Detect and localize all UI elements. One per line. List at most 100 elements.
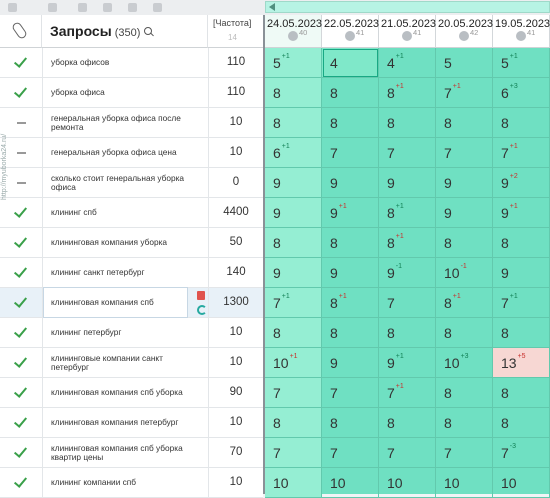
table-row[interactable]: клининговая компания спб уборка 90 [0,378,263,408]
position-cell[interactable]: 9+1 [379,348,436,378]
position-cell[interactable]: 9 [322,168,379,198]
paperclip-icon[interactable] [10,20,29,41]
table-row[interactable]: клининг спб 4400 [0,198,263,228]
table-row[interactable]: уборка офиса 110 [0,78,263,108]
position-cell[interactable]: 8 [265,78,322,108]
checkmark-icon[interactable] [13,414,28,428]
table-row[interactable]: клининг санкт петербург 140 [0,258,263,288]
table-row[interactable]: клининговая компания петербург 10 [0,408,263,438]
checkmark-icon[interactable] [13,444,28,458]
toolbar-icon[interactable] [48,3,57,12]
position-cell[interactable]: 8 [379,108,436,138]
checkmark-icon[interactable] [13,84,28,98]
position-cell[interactable]: 9-1 [379,258,436,288]
scroll-left-arrow-icon[interactable] [269,3,275,11]
position-cell[interactable]: 5+1 [493,48,550,78]
checkmark-icon[interactable] [13,384,28,398]
checkmark-icon[interactable] [13,204,28,218]
table-row[interactable]: сколько стоит генеральная уборка офиса 0 [0,168,263,198]
position-cell[interactable]: 7 [436,138,493,168]
table-row[interactable]: клининговые компании санкт петербург 10 [0,348,263,378]
position-cell[interactable]: 8 [379,318,436,348]
checkmark-icon[interactable] [13,234,28,248]
table-row[interactable]: генеральная уборка офиса после ремонта 10 [0,108,263,138]
toolbar-icon[interactable] [128,3,137,12]
date-column-header[interactable]: 22.05.2023 41 [322,15,379,48]
table-row[interactable]: клининговая компания спб 1300 [0,287,263,318]
position-cell[interactable]: 7 [322,378,379,408]
table-row[interactable]: клининговая компания спб уборка квартир … [0,438,263,468]
position-cell[interactable]: 6+3 [493,78,550,108]
date-column-header[interactable]: 19.05.2023 41 [493,15,550,48]
trash-icon[interactable] [197,291,205,300]
position-cell[interactable]: 9 [322,258,379,288]
position-cell[interactable]: 7+1 [379,378,436,408]
refresh-icon[interactable] [197,305,207,315]
position-cell[interactable]: 9+1 [493,198,550,228]
dash-icon[interactable] [17,182,26,184]
position-cell[interactable]: 9 [265,168,322,198]
toolbar-icon[interactable] [153,3,162,12]
position-cell[interactable]: 8 [436,378,493,408]
position-cell[interactable]: 8 [265,318,322,348]
dash-icon[interactable] [17,122,26,124]
position-cell[interactable]: 8+1 [436,288,493,318]
position-cell[interactable]: 7 [379,438,436,468]
position-cell[interactable]: 7+1 [493,138,550,168]
checkmark-icon[interactable] [13,54,28,68]
position-cell[interactable]: 13+5 [493,348,550,378]
position-cell[interactable]: 7 [265,378,322,408]
panel-divider[interactable] [263,15,265,494]
checkmark-icon[interactable] [13,354,28,368]
position-cell[interactable]: 10-1 [436,258,493,288]
checkmark-icon[interactable] [13,324,28,338]
position-cell[interactable]: 8 [322,408,379,438]
checkmark-icon[interactable] [13,264,28,278]
position-cell[interactable]: 7 [322,438,379,468]
toolbar-icon[interactable] [8,3,17,12]
position-cell[interactable]: 8+1 [379,198,436,228]
position-cell[interactable]: 8 [493,408,550,438]
position-cell[interactable]: 9 [265,198,322,228]
dash-icon[interactable] [17,152,26,154]
date-column-header[interactable]: 20.05.2023 42 [436,15,493,48]
position-cell[interactable]: 8 [265,408,322,438]
position-cell[interactable]: 8+1 [322,288,379,318]
position-cell[interactable]: 8+1 [379,78,436,108]
position-cell[interactable]: 7+1 [265,288,322,318]
position-cell[interactable]: 8 [322,228,379,258]
position-cell[interactable]: 7 [436,438,493,468]
position-cell[interactable]: 9 [379,168,436,198]
position-cell[interactable]: 8 [265,108,322,138]
search-icon[interactable] [144,27,153,35]
position-cell[interactable]: 8 [493,378,550,408]
position-cell[interactable]: 9 [436,168,493,198]
position-cell[interactable]: 5 [436,48,493,78]
horizontal-scrollbar[interactable] [265,1,550,13]
position-cell[interactable]: 8 [493,108,550,138]
toolbar-icon[interactable] [103,3,112,12]
position-cell[interactable]: 8 [493,318,550,348]
position-cell[interactable]: 7+1 [493,288,550,318]
position-cell[interactable]: 9 [265,258,322,288]
toolbar-icon[interactable] [78,3,87,12]
position-cell[interactable]: 8 [436,318,493,348]
position-cell[interactable]: 9 [436,198,493,228]
table-row[interactable]: клининговая компания уборка 50 [0,228,263,258]
position-cell[interactable]: 7 [379,138,436,168]
date-column-header[interactable]: 24.05.2023 40 [265,15,322,48]
position-cell[interactable]: 9 [322,348,379,378]
position-cell[interactable]: 8 [436,108,493,138]
position-cell[interactable]: 7 [379,288,436,318]
position-cell[interactable]: 8 [379,408,436,438]
position-cell[interactable]: 8 [436,408,493,438]
position-cell[interactable]: 10+3 [436,348,493,378]
checkmark-icon[interactable] [13,474,28,488]
position-cell[interactable]: 7 [322,138,379,168]
position-cell[interactable]: 7 [265,438,322,468]
position-cell[interactable]: 7+1 [436,78,493,108]
position-cell[interactable]: 4+1 [379,48,436,78]
position-cell[interactable]: 9 [493,258,550,288]
position-cell[interactable]: 8 [493,228,550,258]
position-cell[interactable]: 7-3 [493,438,550,468]
